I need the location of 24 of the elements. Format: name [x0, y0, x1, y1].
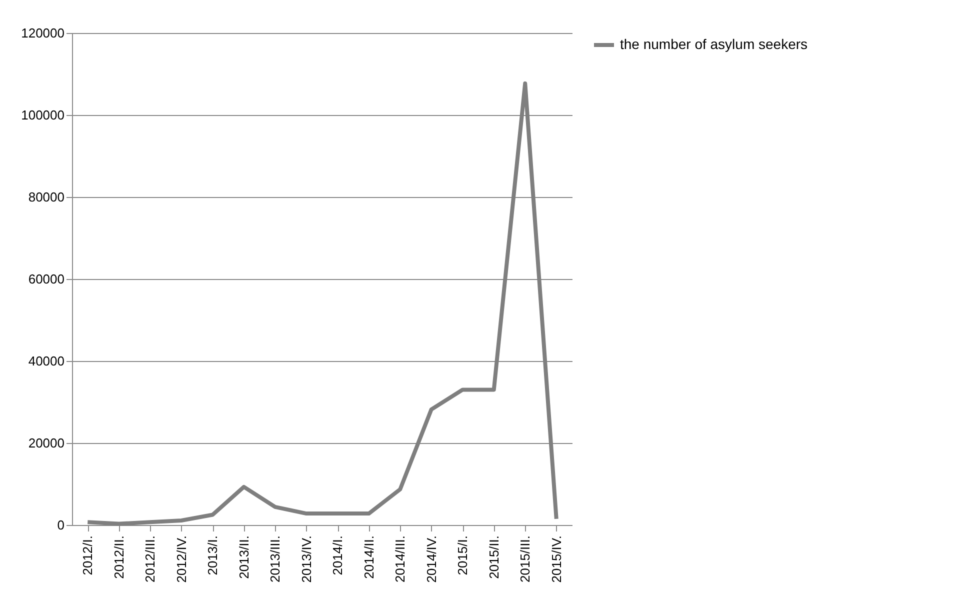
x-tick-label: 2015/I.	[455, 536, 470, 576]
x-tick-label: 2015/IV.	[548, 536, 564, 583]
y-tick-label: 20000	[28, 436, 64, 450]
x-tick-label: 2013/IV.	[298, 536, 314, 583]
x-tick-label: 2012/III.	[142, 536, 158, 582]
y-tick-label: 80000	[28, 190, 64, 204]
x-tick-label: 2014/III.	[392, 536, 408, 582]
x-tick-label: 2013/III.	[268, 536, 283, 582]
x-tick-label: 2014/IV.	[424, 536, 439, 583]
x-tick-label: 2013/I.	[205, 536, 220, 576]
x-tick-label: 2015/III.	[518, 536, 533, 582]
x-tick-label: 2015/II.	[486, 536, 502, 579]
x-tick-label: 2014/II.	[361, 536, 376, 579]
x-tick-label: 2012/I.	[80, 536, 96, 576]
y-tick-label: 60000	[28, 272, 64, 286]
x-tick-label: 2014/I.	[330, 536, 346, 576]
x-tick-label: 2012/IV.	[174, 536, 189, 583]
y-tick-label: 40000	[28, 354, 64, 368]
y-tick-label: 100000	[21, 108, 64, 122]
x-tick-label: 2012/II.	[111, 536, 126, 579]
y-tick-label: 0	[57, 518, 64, 532]
y-tick-label: 120000	[21, 26, 64, 40]
x-tick-label: 2013/II.	[236, 536, 252, 579]
legend-label: the number of asylum seekers	[620, 36, 808, 52]
